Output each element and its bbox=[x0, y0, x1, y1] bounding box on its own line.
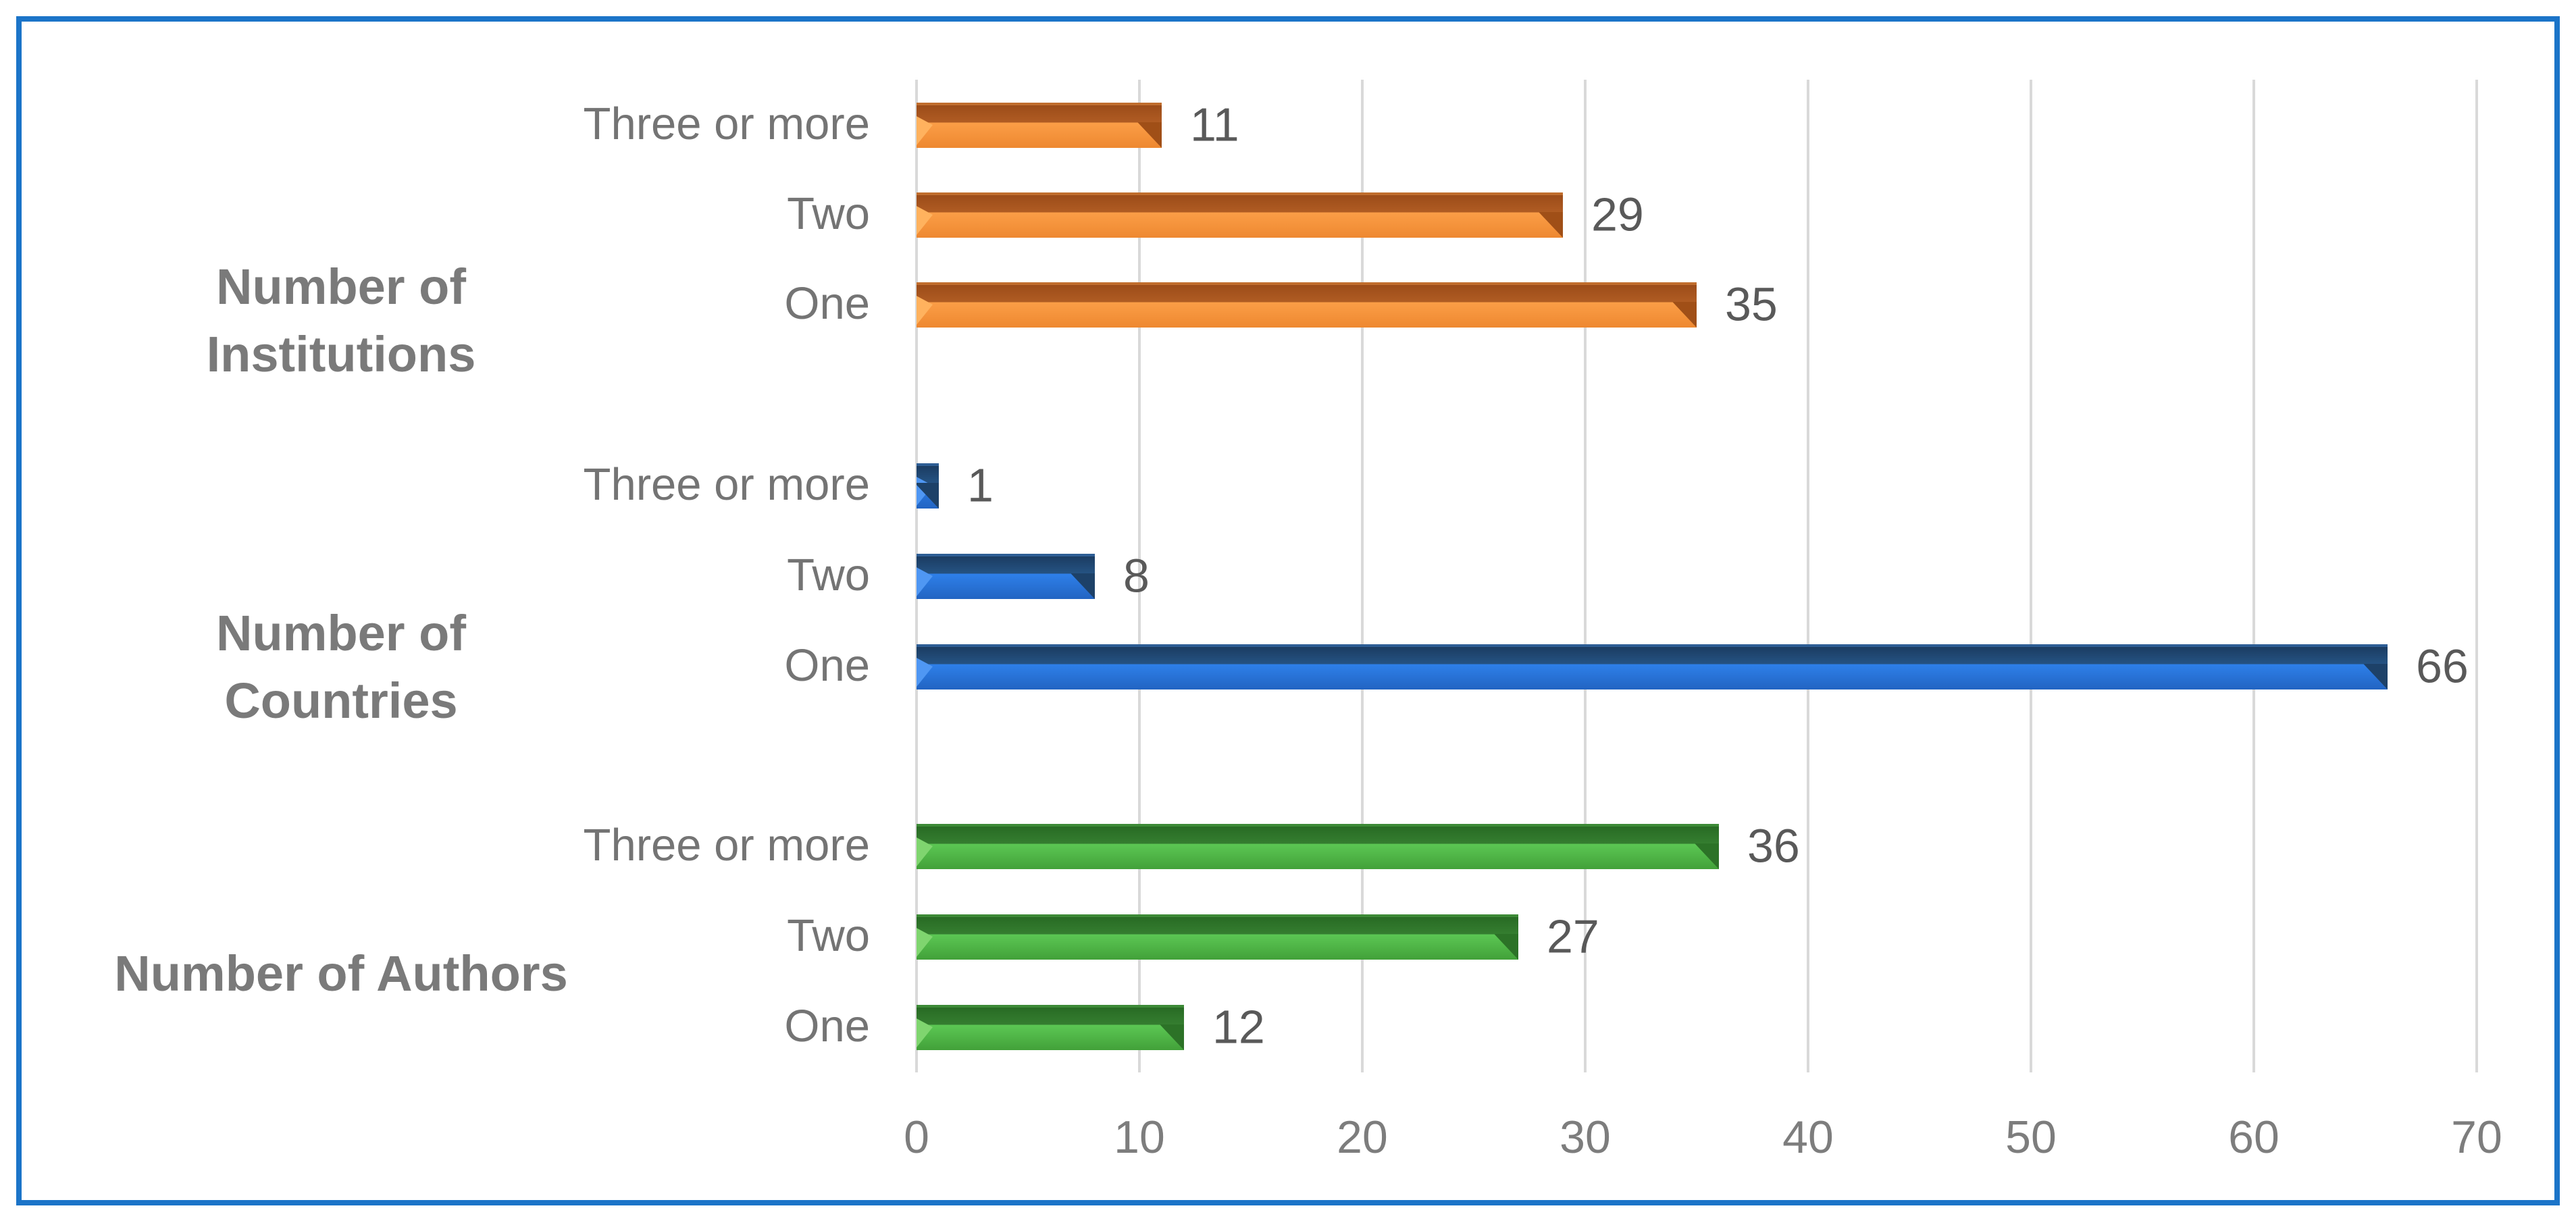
bar-value-label: 11 bbox=[1190, 98, 1239, 151]
x-tick-label: 20 bbox=[1337, 1112, 1388, 1163]
bar-green bbox=[917, 1005, 1184, 1050]
category-label: One bbox=[784, 640, 870, 691]
gridline bbox=[2030, 80, 2032, 1072]
category-label: One bbox=[784, 278, 870, 329]
bar-value-label: 1 bbox=[967, 459, 994, 512]
bar-orange bbox=[917, 192, 1563, 238]
gridline bbox=[1138, 80, 1141, 1072]
bar-blue bbox=[917, 644, 2388, 689]
x-tick-label: 0 bbox=[904, 1112, 929, 1163]
bar-blue bbox=[917, 463, 939, 509]
bar-value-label: 36 bbox=[1747, 819, 1800, 873]
category-label: Three or more bbox=[583, 819, 870, 870]
group-label: Number of Authors bbox=[88, 940, 594, 1008]
bar-orange bbox=[917, 103, 1162, 148]
group-label-line: Institutions bbox=[206, 326, 476, 382]
bar-value-label: 66 bbox=[2416, 640, 2469, 693]
x-tick-label: 10 bbox=[1114, 1112, 1165, 1163]
bar-green bbox=[917, 824, 1719, 869]
bar-value-label: 27 bbox=[1547, 910, 1599, 963]
group-label-line: Number of Authors bbox=[114, 945, 568, 1002]
x-tick-label: 70 bbox=[2451, 1112, 2502, 1163]
category-label: Two bbox=[787, 549, 870, 600]
group-label-line: Countries bbox=[224, 673, 458, 729]
category-label: One bbox=[784, 1000, 870, 1051]
gridline bbox=[1807, 80, 1809, 1072]
group-label: Number of Institutions bbox=[88, 253, 594, 388]
chart-frame-border bbox=[16, 16, 2560, 1205]
bar-green bbox=[917, 914, 1518, 960]
group-label-line: Number of bbox=[216, 259, 466, 315]
gridline bbox=[2475, 80, 2478, 1072]
x-tick-label: 40 bbox=[1782, 1112, 1834, 1163]
category-label: Two bbox=[787, 910, 870, 961]
bar-value-label: 35 bbox=[1725, 278, 1778, 331]
bar-value-label: 8 bbox=[1123, 549, 1150, 602]
gridline bbox=[1361, 80, 1364, 1072]
category-label: Three or more bbox=[583, 459, 870, 510]
group-label: Number of Countries bbox=[88, 600, 594, 735]
x-tick-label: 60 bbox=[2228, 1112, 2279, 1163]
category-label: Three or more bbox=[583, 98, 870, 149]
category-label: Two bbox=[787, 188, 870, 239]
x-tick-label: 30 bbox=[1560, 1112, 1611, 1163]
bar-blue bbox=[917, 554, 1095, 599]
bar-orange bbox=[917, 282, 1697, 328]
x-tick-label: 50 bbox=[2005, 1112, 2057, 1163]
gridline bbox=[2252, 80, 2255, 1072]
bar-value-label: 12 bbox=[1212, 1000, 1265, 1053]
group-label-line: Number of bbox=[216, 605, 466, 662]
bar-value-label: 29 bbox=[1591, 188, 1644, 241]
gridline bbox=[1584, 80, 1587, 1072]
